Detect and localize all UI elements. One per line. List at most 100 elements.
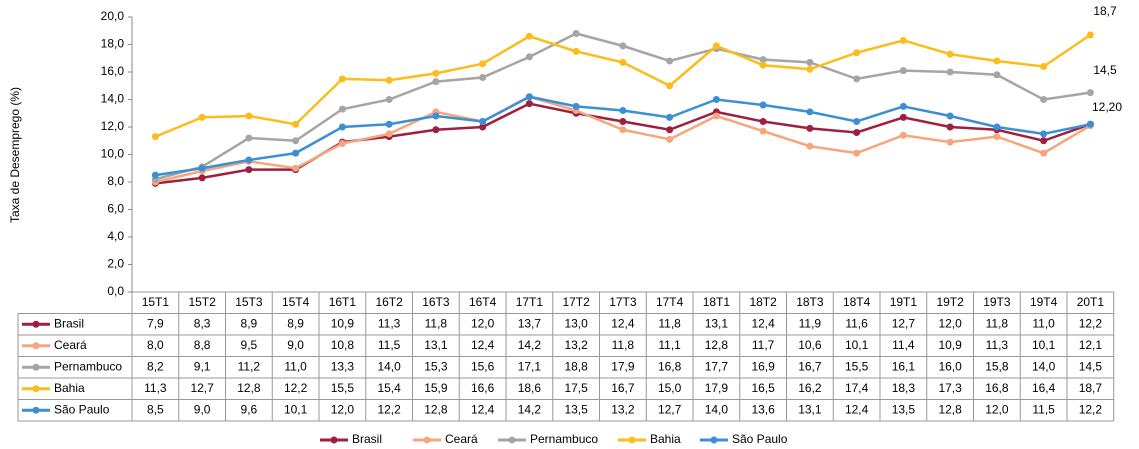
table-cell: 14,0: [1032, 359, 1056, 373]
table-cell: 12,1: [1079, 338, 1103, 352]
x-tick-label: 17T3: [609, 295, 637, 309]
point: [806, 124, 814, 132]
point: [245, 156, 253, 164]
point: [759, 56, 767, 64]
point: [806, 142, 814, 150]
point: [853, 129, 861, 136]
x-tick-label: 18T2: [749, 295, 777, 309]
y-axis-title: Taxa de Desemprego (%): [8, 87, 22, 223]
point: [479, 123, 487, 131]
point: [666, 57, 674, 65]
y-tick-label: 18,0: [101, 37, 125, 51]
table-cell: 12,0: [938, 316, 962, 330]
point: [946, 123, 954, 131]
table-cell: 10,1: [1032, 338, 1056, 352]
point: [198, 164, 206, 172]
table-cell: 11,5: [378, 338, 401, 352]
point: [666, 135, 674, 143]
x-tick-label: 16T2: [375, 295, 403, 309]
table-cell: 18,7: [1079, 381, 1103, 395]
point: [245, 112, 253, 120]
table-cell: 11,7: [752, 338, 775, 352]
table-cell: 10,1: [284, 402, 308, 416]
legend-dot: [330, 436, 338, 444]
table-cell: 10,1: [845, 338, 869, 352]
table-cell: 11,0: [1032, 316, 1055, 330]
table-cell: 14,0: [705, 402, 729, 416]
x-tick-label: 19T4: [1030, 295, 1058, 309]
point: [666, 82, 674, 90]
table-cell: 16,8: [985, 381, 1009, 395]
point: [292, 120, 300, 128]
table-cell: 12,4: [611, 316, 635, 330]
point: [619, 58, 627, 66]
legend-label: São Paulo: [732, 432, 788, 446]
table-row-label: Ceará: [54, 338, 87, 352]
table-cell: 11,8: [986, 316, 1009, 330]
table-cell: 14,2: [518, 402, 542, 416]
table-cell: 14,2: [518, 338, 542, 352]
table-cell: 18,6: [518, 381, 542, 395]
legend-label: Bahia: [650, 432, 681, 446]
table-cell: 11,6: [845, 316, 868, 330]
legend-label: Brasil: [352, 432, 382, 446]
point: [712, 42, 720, 50]
table-cell: 9,1: [194, 359, 211, 373]
table-cell: 12,0: [471, 316, 495, 330]
x-tick-label: 18T4: [843, 295, 871, 309]
table-legend-dot: [32, 406, 40, 414]
table-cell: 8,5: [147, 402, 164, 416]
point: [946, 112, 954, 120]
table-cell: 13,1: [424, 338, 448, 352]
point: [619, 107, 627, 114]
point: [292, 149, 300, 157]
point: [385, 120, 393, 128]
table-cell: 15,3: [424, 359, 448, 373]
point: [338, 105, 346, 113]
y-tick-label: 12,0: [101, 119, 125, 133]
table-cell: 16,7: [611, 381, 635, 395]
y-tick-label: 8,0: [107, 174, 124, 188]
point: [198, 113, 206, 121]
point: [245, 166, 253, 174]
table-cell: 16,2: [798, 381, 822, 395]
x-tick-label: 17T1: [516, 295, 544, 309]
x-tick-label: 15T3: [235, 295, 263, 309]
table-cell: 13,0: [564, 316, 588, 330]
table-cell: 16,5: [751, 381, 775, 395]
point: [1086, 120, 1094, 128]
table-cell: 12,4: [471, 402, 495, 416]
legend-dot: [710, 436, 718, 444]
table-cell: 15,8: [985, 359, 1009, 373]
table-cell: 9,0: [194, 402, 211, 416]
point: [993, 71, 1001, 79]
point: [806, 108, 814, 116]
point: [899, 102, 907, 110]
point: [572, 102, 580, 110]
table-cell: 10,8: [331, 338, 355, 352]
point: [432, 78, 440, 86]
table-cell: 11,1: [658, 338, 681, 352]
y-tick-label: 0,0: [107, 284, 124, 298]
point: [666, 113, 674, 121]
point: [946, 138, 954, 146]
point: [759, 127, 767, 135]
y-tick-label: 16,0: [101, 64, 125, 78]
y-tick-label: 2,0: [107, 257, 124, 271]
table-cell: 12,4: [751, 316, 775, 330]
annotation: 12,20: [1092, 100, 1122, 114]
x-tick-label: 17T4: [656, 295, 684, 309]
x-tick-label: 17T2: [562, 295, 590, 309]
table-cell: 16,8: [658, 359, 682, 373]
point: [1040, 63, 1048, 70]
table-legend-dot: [32, 320, 40, 328]
point: [759, 61, 767, 69]
table-cell: 7,9: [147, 316, 164, 330]
point: [712, 112, 720, 120]
table-cell: 15,9: [424, 381, 448, 395]
table-cell: 16,7: [798, 359, 822, 373]
point: [432, 126, 440, 134]
legend-dot: [508, 436, 516, 444]
x-tick-label: 18T1: [703, 295, 731, 309]
